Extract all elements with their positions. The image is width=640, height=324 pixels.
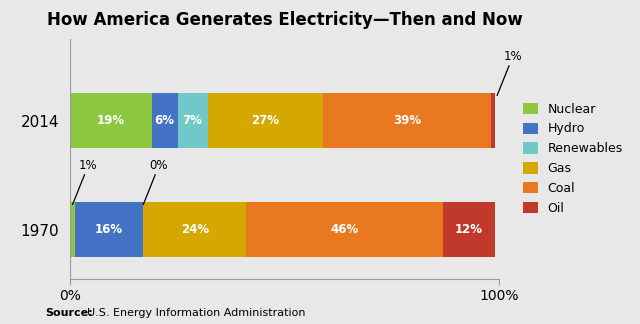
- Legend: Nuclear, Hydro, Renewables, Gas, Coal, Oil: Nuclear, Hydro, Renewables, Gas, Coal, O…: [523, 103, 623, 215]
- Bar: [444, 202, 495, 257]
- Bar: [246, 202, 444, 257]
- Text: U.S. Energy Information Administration: U.S. Energy Information Administration: [80, 308, 305, 318]
- Bar: [491, 93, 495, 148]
- Bar: [178, 93, 207, 148]
- Text: 39%: 39%: [393, 114, 421, 127]
- Text: 12%: 12%: [455, 223, 483, 236]
- Bar: [152, 93, 178, 148]
- Text: 6%: 6%: [155, 114, 175, 127]
- Text: 7%: 7%: [182, 114, 202, 127]
- Bar: [143, 202, 246, 257]
- Text: 1%: 1%: [72, 159, 98, 204]
- Text: Source:: Source:: [45, 308, 92, 318]
- Bar: [75, 202, 143, 257]
- Text: 46%: 46%: [331, 223, 359, 236]
- Text: 24%: 24%: [180, 223, 209, 236]
- Text: 1%: 1%: [497, 50, 522, 96]
- Text: 16%: 16%: [95, 223, 123, 236]
- Title: How America Generates Electricity—Then and Now: How America Generates Electricity—Then a…: [47, 11, 523, 29]
- Text: 0%: 0%: [143, 159, 168, 204]
- Bar: [70, 93, 152, 148]
- Bar: [70, 202, 75, 257]
- Bar: [207, 93, 323, 148]
- Text: 19%: 19%: [97, 114, 125, 127]
- Text: 27%: 27%: [252, 114, 280, 127]
- Bar: [323, 93, 491, 148]
